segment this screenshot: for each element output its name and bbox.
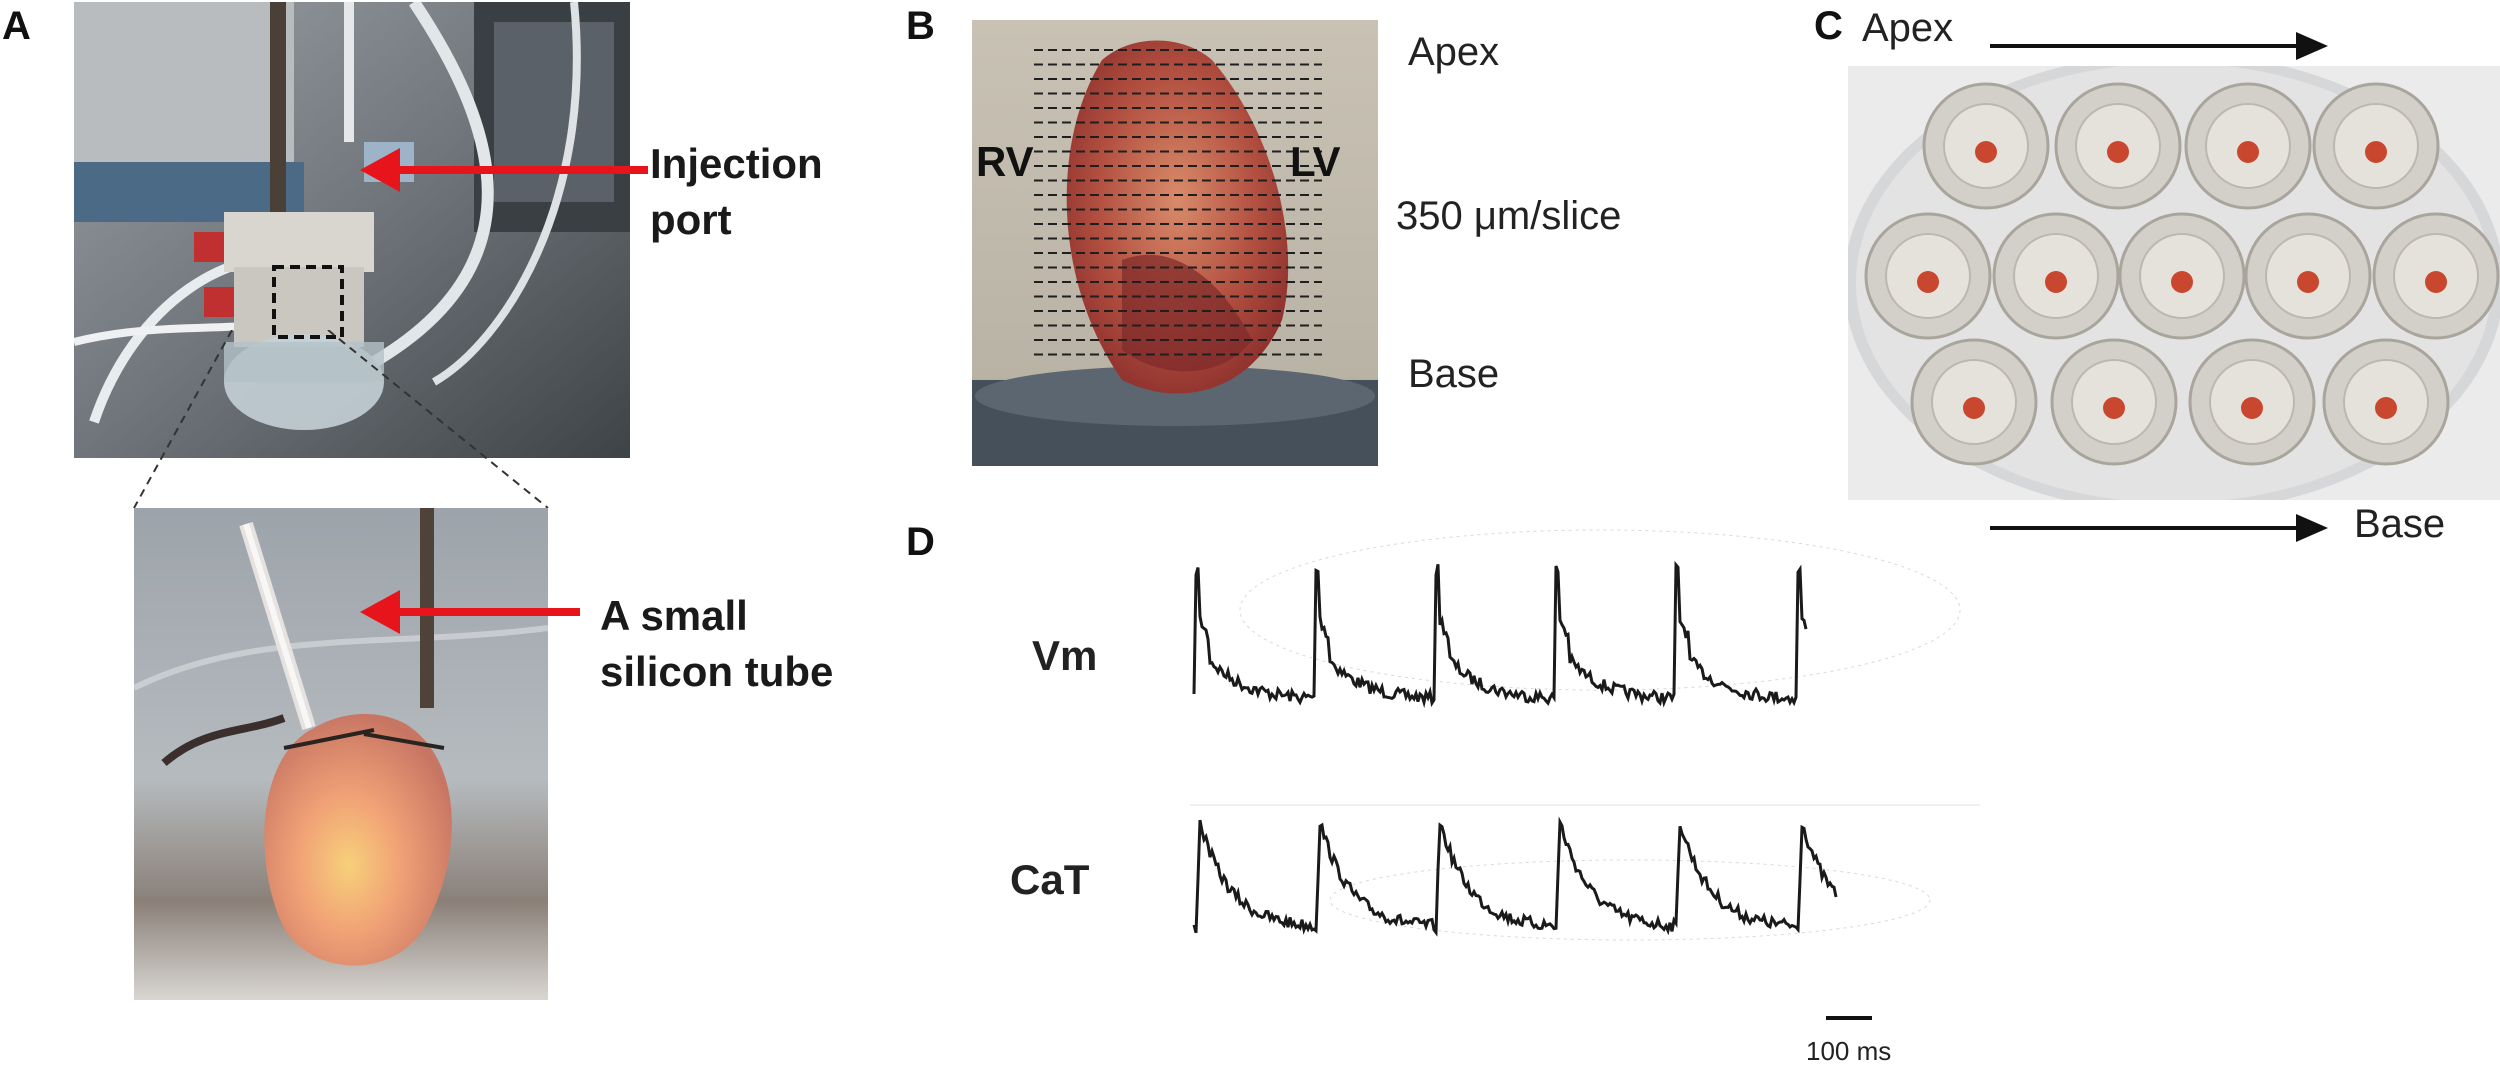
- tissue-slices-dish-photo: [1848, 66, 2500, 500]
- apex-direction-arrow: [1990, 32, 2328, 60]
- vm-trace-label: Vm: [1032, 632, 1098, 679]
- panel-c-base-label: Base: [2354, 502, 2446, 546]
- injection-port-arrow: [360, 148, 648, 192]
- cat-trace: [1192, 816, 1838, 937]
- optical-traces: [1190, 529, 1980, 1020]
- panel-b-letter: B: [906, 4, 935, 48]
- panel-a-letter: A: [2, 4, 31, 48]
- vm-trace: [1192, 560, 1808, 709]
- injection-port-label: Injection port: [650, 140, 823, 243]
- base-direction-arrow: [1990, 514, 2328, 542]
- rv-label: RV: [976, 138, 1034, 185]
- heart-cannulation-photo: [134, 508, 548, 1000]
- silicon-tube-label: A small silicon tube: [600, 592, 834, 695]
- panel-b-apex-label: Apex: [1408, 30, 1500, 74]
- panel-c-letter: C: [1814, 4, 1843, 48]
- silicon-tube-arrow: [360, 590, 580, 634]
- zoom-lines: [133, 330, 549, 509]
- agarose-embedded-heart-photo: [972, 20, 1378, 466]
- panel-d-letter: D: [906, 520, 935, 564]
- lv-label: LV: [1290, 138, 1341, 185]
- panel-c-apex-label: Apex: [1862, 6, 1954, 50]
- scale-bar-label: 100 ms: [1806, 1036, 1892, 1066]
- panel-b-base-label: Base: [1408, 352, 1500, 396]
- slice-thickness-label: 350 μm/slice: [1396, 194, 1622, 238]
- cat-trace-label: CaT: [1010, 856, 1090, 903]
